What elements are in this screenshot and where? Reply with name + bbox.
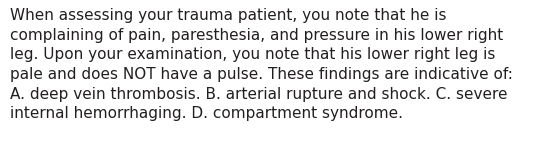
Text: When assessing your trauma patient, you note that he is
complaining of pain, par: When assessing your trauma patient, you …: [10, 8, 513, 121]
